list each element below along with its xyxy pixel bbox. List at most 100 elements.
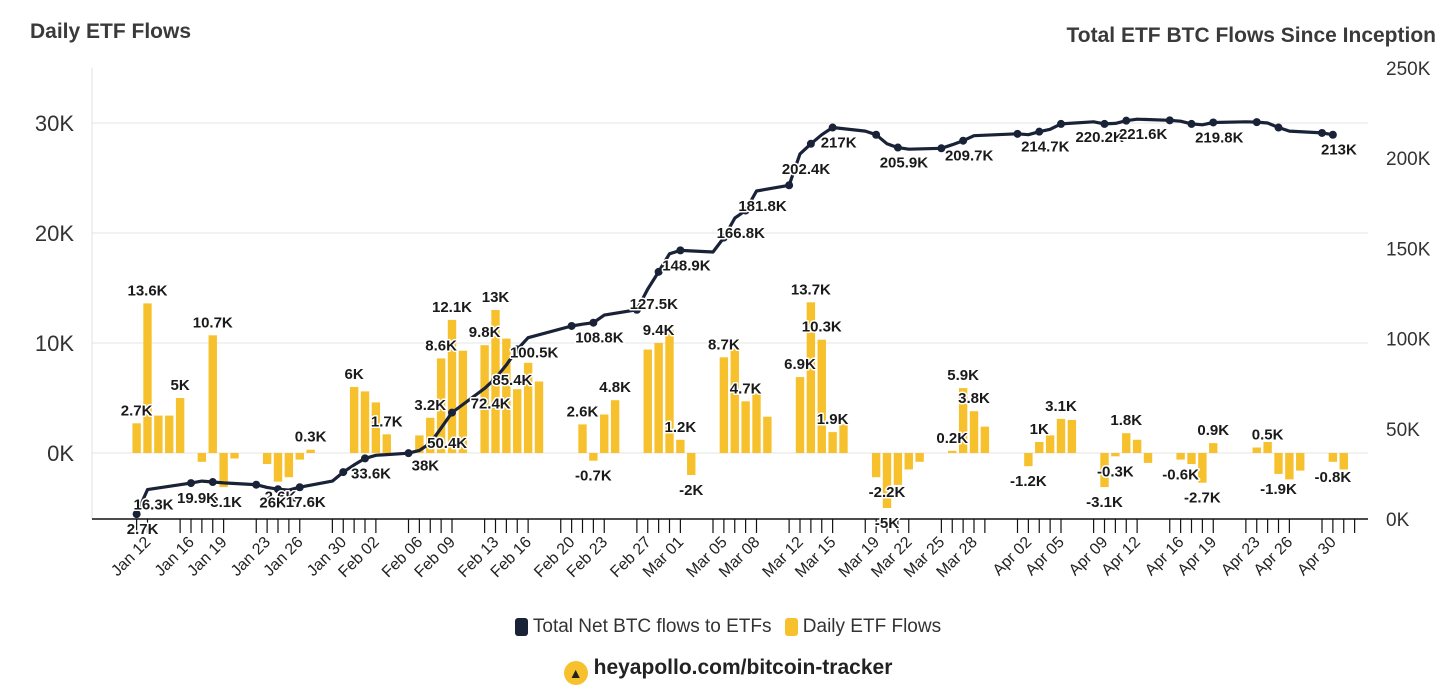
flow-bar — [1176, 453, 1185, 460]
y-right-tick-label: 250K — [1386, 59, 1431, 80]
flow-bar — [502, 338, 511, 453]
bar-value-label: -0.7K — [575, 468, 612, 485]
line-value-label: 205.9K — [880, 155, 929, 172]
total-flow-point — [719, 233, 728, 242]
bar-value-label: 3.2K — [414, 397, 446, 414]
bar-value-label: 13.7K — [791, 281, 831, 298]
line-value-label: 166.8K — [717, 225, 766, 242]
flow-bar — [730, 348, 739, 453]
legend-item-total[interactable]: Total Net BTC flows to ETFs — [514, 616, 772, 638]
flow-bar — [230, 453, 239, 459]
legend: Total Net BTC flows to ETFs Daily ETF Fl… — [0, 616, 1456, 642]
flow-bar — [262, 453, 272, 464]
flow-bar — [143, 303, 152, 453]
total-flow-line — [135, 117, 1335, 516]
bar-value-label: -3.1K — [205, 494, 242, 511]
flow-bar — [643, 349, 652, 453]
bar-value-label: 13.6K — [127, 282, 167, 299]
flow-bar — [382, 434, 391, 453]
line-value-label: 19.9K — [177, 490, 217, 507]
total-flow-point — [187, 479, 195, 488]
flow-bar — [948, 450, 957, 453]
total-flow-point — [893, 143, 902, 152]
y-left-tick-label: 30K — [35, 111, 74, 136]
y-right-tick-label: 150K — [1386, 239, 1431, 260]
bar-value-label: 2.7K — [121, 402, 153, 419]
y-right-tick-label: 200K — [1386, 149, 1431, 170]
flow-bar — [1296, 453, 1305, 471]
flow-bar — [1339, 453, 1348, 470]
y-right-tick-label: 100K — [1386, 330, 1431, 351]
flow-bar — [1035, 442, 1044, 453]
total-flow-point — [274, 485, 282, 494]
total-flow-point — [1209, 118, 1218, 127]
flow-bar — [306, 449, 315, 453]
footer-link[interactable]: heyapollo.com/bitcoin-tracker — [593, 656, 893, 679]
bar-value-label: -2.7K — [1184, 490, 1221, 507]
total-flow-point — [1187, 119, 1196, 128]
total-flow-point — [589, 318, 598, 327]
total-flow-point — [1035, 127, 1044, 136]
bar-value-label: -0.6K — [1162, 467, 1199, 484]
bar-value-label: 1.8K — [1110, 412, 1142, 429]
bar-value-label: 0.2K — [936, 430, 968, 447]
cumulative-flow-line — [132, 116, 1337, 519]
flow-bar — [610, 400, 620, 453]
flow-bar — [208, 335, 217, 453]
flow-bar — [534, 381, 544, 453]
flow-bar — [1056, 418, 1066, 453]
line-value-label: 148.9K — [662, 257, 711, 274]
line-value-label: 217K — [821, 135, 857, 152]
flow-bar — [915, 453, 924, 462]
total-flow-point — [632, 305, 641, 314]
flow-bar — [349, 387, 359, 453]
bar-value-label: 4.8K — [599, 379, 631, 396]
bar-value-label: 3.8K — [958, 390, 990, 407]
line-value-label: 202.4K — [782, 161, 831, 178]
flow-bar — [1111, 453, 1120, 457]
bar-value-label: 4.7K — [730, 380, 762, 397]
flow-bar — [371, 402, 381, 453]
total-flow-point — [959, 136, 968, 145]
flow-bar — [871, 453, 881, 478]
flow-bar — [1209, 443, 1218, 453]
total-flow-point — [404, 449, 413, 458]
flow-bar — [806, 302, 816, 453]
flow-bar — [415, 435, 424, 453]
flow-bar — [458, 350, 468, 453]
bar-value-label: 6.9K — [784, 356, 816, 373]
bar-value-label: 10.3K — [802, 319, 842, 336]
total-flow-point — [567, 321, 576, 330]
flow-bar — [1045, 435, 1055, 453]
line-value-label: 26K — [259, 494, 287, 511]
legend-item-daily[interactable]: Daily ETF Flows — [784, 616, 941, 638]
total-flow-point — [785, 181, 794, 190]
flow-bar — [795, 377, 805, 453]
bar-value-label: 10.7K — [193, 314, 233, 331]
flow-bar — [436, 358, 446, 453]
bar-value-label: -1.2K — [1010, 473, 1047, 490]
chart-title: Daily ETF Flows — [30, 20, 192, 43]
flow-bar — [589, 453, 598, 461]
line-value-label: 16.3K — [133, 497, 173, 514]
flow-bar — [523, 362, 533, 453]
total-flow-point — [828, 123, 837, 132]
flow-bar — [904, 453, 913, 470]
flow-bar — [513, 389, 522, 453]
line-value-label: 209.7K — [945, 148, 994, 165]
bar-value-label: -2.2K — [869, 484, 906, 501]
footer: ▲ heyapollo.com/bitcoin-tracker — [0, 656, 1456, 685]
line-value-label: 100.5K — [510, 345, 559, 362]
bar-value-label: -3.1K — [1086, 494, 1123, 511]
bar-value-label: -0.8K — [1315, 469, 1352, 486]
flow-bar — [958, 388, 968, 453]
total-flow-point — [339, 468, 348, 477]
total-flow-point — [1100, 119, 1109, 128]
flow-bar — [175, 398, 185, 453]
total-flow-point — [1252, 118, 1261, 127]
flow-bar — [1198, 453, 1207, 483]
flow-bar — [980, 426, 990, 453]
right-axis-title: Total ETF BTC Flows Since Inception — [1066, 24, 1436, 47]
bar-value-label: 8.7K — [708, 336, 740, 353]
total-flow-point — [806, 139, 815, 148]
